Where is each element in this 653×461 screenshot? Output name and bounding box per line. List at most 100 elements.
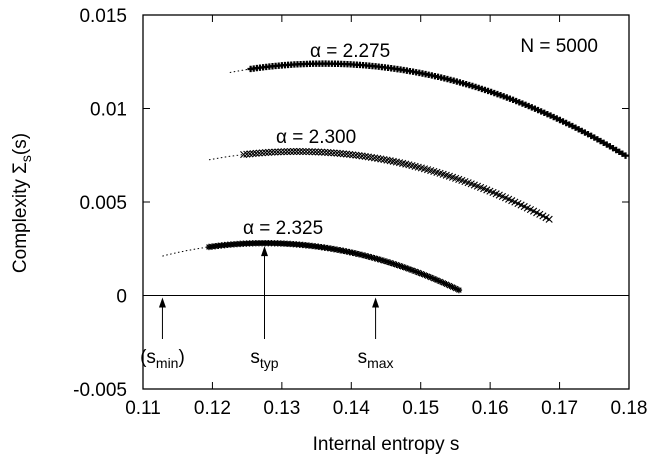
data-point bbox=[324, 148, 332, 157]
arrow-head bbox=[372, 297, 380, 308]
x-tick-label: 0.11 bbox=[125, 398, 161, 419]
data-point bbox=[308, 148, 316, 156]
x-axis-title: Internal entropy s bbox=[313, 434, 460, 455]
data-point bbox=[371, 254, 378, 262]
arrow-label-sub: min bbox=[156, 355, 179, 371]
data-point bbox=[361, 252, 369, 259]
arrow-label-sub: typ bbox=[260, 355, 279, 371]
arrow-3: smax bbox=[358, 297, 394, 371]
data-point bbox=[383, 258, 391, 265]
data-point bbox=[402, 264, 409, 272]
arrow-1: (smin) bbox=[140, 297, 185, 371]
data-point bbox=[443, 281, 450, 288]
data-point bbox=[399, 263, 406, 271]
arrow-layer: (smin) styp smax bbox=[140, 246, 394, 371]
data-point bbox=[452, 285, 459, 292]
data-point bbox=[352, 250, 359, 257]
series-label: α = 2.325 bbox=[243, 218, 323, 239]
arrow-head bbox=[261, 246, 268, 257]
data-point bbox=[268, 148, 276, 156]
series-3: α = 2.325 bbox=[162, 218, 463, 294]
data-point bbox=[299, 147, 307, 156]
data-point bbox=[243, 150, 251, 158]
data-point bbox=[346, 248, 353, 256]
data-point bbox=[258, 149, 266, 157]
arrow-label-tail: ) bbox=[178, 347, 184, 368]
data-point bbox=[374, 255, 381, 263]
series-1: α = 2.275 bbox=[229, 41, 629, 159]
data-point bbox=[249, 149, 257, 158]
data-point bbox=[368, 254, 375, 261]
data-point bbox=[430, 275, 438, 282]
series-label: α = 2.300 bbox=[276, 127, 356, 148]
series-label: α = 2.275 bbox=[310, 41, 390, 62]
n-annotation: N = 5000 bbox=[520, 36, 598, 57]
data-point bbox=[380, 257, 388, 265]
series-layer: α = 2.275 α = 2.300 α = 2.325 bbox=[162, 41, 629, 294]
data-point bbox=[265, 148, 273, 156]
data-point bbox=[427, 274, 434, 281]
data-point bbox=[424, 272, 431, 280]
data-point bbox=[386, 259, 394, 266]
data-point bbox=[411, 268, 419, 275]
x-tick-label: 0.15 bbox=[402, 398, 439, 419]
data-point bbox=[280, 148, 288, 156]
data-point bbox=[436, 278, 444, 285]
data-point bbox=[449, 283, 456, 291]
arrow-label-sub: max bbox=[367, 355, 393, 371]
data-point bbox=[333, 149, 341, 157]
data-point bbox=[286, 147, 295, 156]
y-axis-title-tail: (s) bbox=[10, 133, 31, 155]
arrow-head bbox=[158, 297, 166, 308]
data-point bbox=[418, 270, 425, 277]
x-tick-label: 0.14 bbox=[333, 398, 370, 419]
data-point bbox=[433, 276, 441, 284]
data-point bbox=[302, 148, 310, 156]
data-point bbox=[421, 271, 428, 279]
series-2: α = 2.300 bbox=[208, 127, 553, 223]
x-tick-label: 0.16 bbox=[472, 398, 509, 419]
data-point bbox=[283, 148, 291, 156]
data-point bbox=[415, 269, 422, 276]
y-tick-label: 0.015 bbox=[79, 6, 127, 27]
arrow-label: (smin) bbox=[140, 347, 185, 371]
y-tick-label: 0.01 bbox=[90, 100, 127, 121]
arrow-2: styp bbox=[250, 246, 279, 371]
data-point bbox=[339, 150, 348, 158]
data-point bbox=[261, 148, 270, 157]
data-point bbox=[318, 148, 326, 156]
y-tick-label: 0.005 bbox=[79, 193, 127, 214]
y-axis-title-main: Complexity Σ bbox=[10, 162, 31, 273]
data-point bbox=[289, 147, 298, 156]
data-point bbox=[246, 150, 254, 158]
data-point bbox=[455, 286, 463, 294]
x-tick-label: 0.17 bbox=[541, 398, 578, 419]
data-point bbox=[327, 149, 335, 157]
x-tick-label: 0.13 bbox=[263, 398, 300, 419]
data-point bbox=[358, 251, 366, 259]
arrow-label-base: s bbox=[250, 347, 260, 368]
x-tick-label: 0.18 bbox=[611, 398, 648, 419]
data-point bbox=[545, 215, 553, 223]
arrow-label: styp bbox=[250, 347, 278, 371]
data-point bbox=[365, 253, 372, 260]
x-tick-label: 0.12 bbox=[194, 398, 231, 419]
data-point bbox=[408, 266, 416, 274]
data-point bbox=[377, 256, 384, 264]
arrow-label-base: (s bbox=[140, 347, 156, 368]
data-point bbox=[622, 152, 629, 159]
data-point bbox=[330, 149, 338, 157]
axis-ticks bbox=[142, 14, 630, 390]
y-tick-label: -0.005 bbox=[73, 380, 127, 401]
extrapolation-curve bbox=[162, 246, 210, 257]
data-point bbox=[355, 251, 363, 258]
data-point bbox=[311, 148, 319, 156]
data-point bbox=[396, 262, 403, 269]
data-point bbox=[336, 149, 344, 158]
arrow-label: smax bbox=[358, 347, 394, 371]
data-point bbox=[440, 279, 447, 287]
data-point bbox=[255, 149, 263, 157]
y-tick-label: 0 bbox=[116, 287, 127, 308]
data-point bbox=[305, 148, 313, 156]
